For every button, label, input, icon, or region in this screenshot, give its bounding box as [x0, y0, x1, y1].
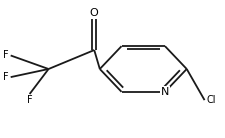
Text: F: F [3, 72, 8, 82]
Text: N: N [160, 87, 169, 97]
Text: O: O [90, 8, 98, 18]
Text: F: F [3, 51, 8, 60]
Text: Cl: Cl [206, 95, 215, 105]
Text: F: F [27, 95, 32, 105]
